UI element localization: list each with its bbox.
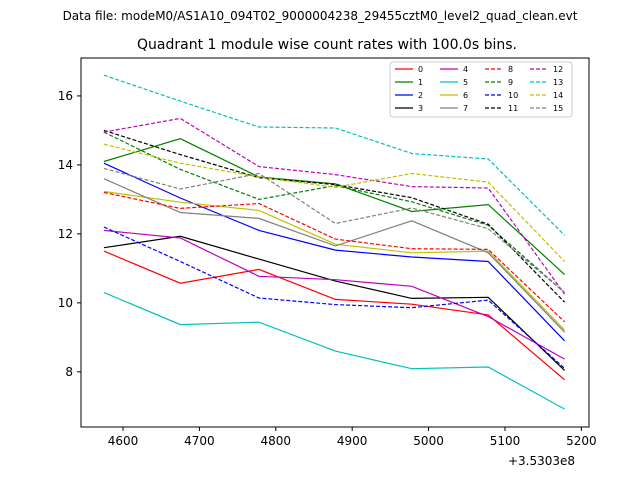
x-tick-label: 4800 <box>261 434 292 448</box>
legend-label-0: 0 <box>418 65 423 74</box>
series-line-3 <box>103 235 566 371</box>
legend-label-14: 14 <box>553 91 563 100</box>
series-line-4 <box>103 229 565 360</box>
legend-label-6: 6 <box>463 91 468 100</box>
figure-suptitle: Data file: modeM0/AS1A10_094T02_90000042… <box>63 9 578 23</box>
y-tick-label: 14 <box>58 158 73 172</box>
series-line-7 <box>103 178 566 333</box>
legend-label-5: 5 <box>463 78 468 87</box>
series-line-9 <box>103 131 565 293</box>
series-layer <box>103 74 566 410</box>
x-tick-label: 4700 <box>184 434 215 448</box>
y-tick-label: 10 <box>58 296 73 310</box>
legend-label-15: 15 <box>553 104 563 113</box>
series-line-11 <box>103 129 566 303</box>
x-tick-label: 4900 <box>337 434 368 448</box>
series-line-13 <box>103 74 566 236</box>
series-line-12 <box>103 117 566 295</box>
y-tick-label: 16 <box>58 89 73 103</box>
series-line-1 <box>103 138 566 276</box>
x-tick-label: 5200 <box>566 434 597 448</box>
series-line-15 <box>103 167 565 293</box>
legend-label-11: 11 <box>508 104 518 113</box>
legend-label-13: 13 <box>553 78 563 87</box>
series-line-8 <box>103 191 566 323</box>
legend-label-4: 4 <box>463 65 468 74</box>
series-line-5 <box>103 291 565 410</box>
legend-box <box>389 61 573 118</box>
x-tick-label: 4600 <box>108 434 139 448</box>
series-line-14 <box>103 143 566 262</box>
y-tick-label: 12 <box>58 227 73 241</box>
x-axis-offset-label: +3.5303e8 <box>508 454 575 468</box>
y-tick-label: 8 <box>65 365 73 379</box>
legend-label-12: 12 <box>553 65 563 74</box>
legend-label-1: 1 <box>418 78 423 87</box>
x-tick-label: 5000 <box>413 434 444 448</box>
axes-frame <box>80 57 590 428</box>
series-line-0 <box>103 250 565 381</box>
legend-label-9: 9 <box>508 78 513 87</box>
series-line-10 <box>103 226 565 369</box>
legend-label-8: 8 <box>508 65 513 74</box>
legend-label-3: 3 <box>418 104 423 113</box>
legend-label-10: 10 <box>508 91 518 100</box>
series-line-2 <box>103 162 566 342</box>
chart-title: Quadrant 1 module wise count rates with … <box>137 37 517 53</box>
series-line-6 <box>103 190 566 331</box>
x-tick-label: 5100 <box>490 434 521 448</box>
legend-label-7: 7 <box>463 104 468 113</box>
axis-ticks: 4600 4700 4800 4900 5000 5100 5200 8 10 12 14 16 <box>58 89 597 448</box>
legend-label-2: 2 <box>418 91 423 100</box>
